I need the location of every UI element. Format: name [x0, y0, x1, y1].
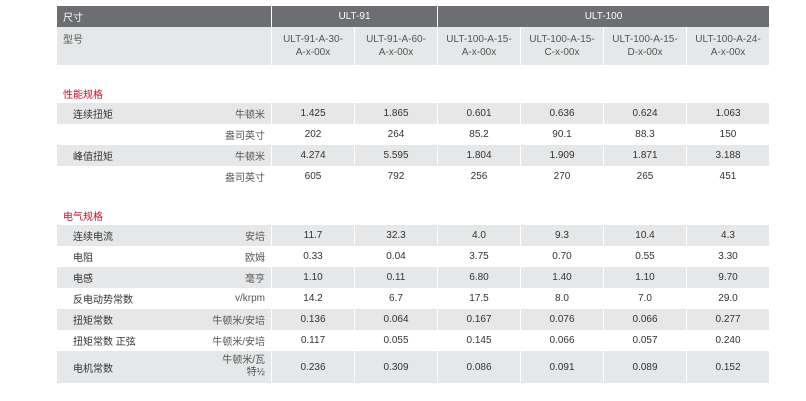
- table-row: 电机常数 牛顿米/瓦 特½ 0.236 0.309 0.086 0.091 0.089 0.…: [57, 351, 769, 383]
- header-group-row: 尺寸 ULT-91 ULT-100: [57, 6, 769, 27]
- table-row: 电感 毫亨 1.10 0.11 6.80 1.40 1.10 9.70: [57, 267, 769, 288]
- table-row: 连续扭矩 牛顿米 1.425 1.865 0.601 0.636 0.624 1.063: [57, 103, 769, 124]
- model-header: ULT-91-A-30- A-x-00x: [271, 27, 354, 65]
- header-model-row: 型号 ULT-91-A-30- A-x-00x ULT-91-A-60- A-x-0…: [57, 27, 769, 65]
- model-header: ULT-100-A-15- A-x-00x: [437, 27, 520, 65]
- size-label: 尺寸: [57, 6, 271, 27]
- table-row: 扭矩常数 牛顿米/安培 0.136 0.064 0.167 0.076 0.066 0.27…: [57, 309, 769, 330]
- table-row: 反电动势常数 v/krpm 14.2 6.7 17.5 8.0 7.0 29.0: [57, 288, 769, 309]
- group-ult-100: ULT-100: [437, 6, 769, 27]
- table-row: 连续电流 安培 11.7 32.3 4.0 9.3 10.4 4.3: [57, 225, 769, 246]
- model-label: 型号: [57, 27, 271, 65]
- section-title-performance: 性能规格: [63, 89, 103, 101]
- section-title-electrical: 电气规格: [63, 211, 103, 223]
- table-row: 盎司英寸 605 792 256 270 265 451: [57, 166, 769, 187]
- spec-table-container: 尺寸 ULT-91 ULT-100 型号 ULT-91-A-30- A-x-00x…: [57, 6, 769, 383]
- model-header: ULT-100-A-24- A-x-00x: [686, 27, 769, 65]
- model-header: ULT-100-A-15- D-x-00x: [603, 27, 686, 65]
- table-row: 电阻 欧姆 0.33 0.04 3.75 0.70 0.55 3.30: [57, 246, 769, 267]
- table-row: 盎司英寸 202 264 85.2 90.1 88.3 150: [57, 124, 769, 145]
- spec-table: 尺寸 ULT-91 ULT-100 型号 ULT-91-A-30- A-x-00x…: [57, 6, 769, 383]
- model-header: ULT-100-A-15- C-x-00x: [520, 27, 603, 65]
- group-ult-91: ULT-91: [271, 6, 437, 27]
- model-header: ULT-91-A-60- A-x-00x: [354, 27, 437, 65]
- table-row: 扭矩常数 正弦 牛顿米/安培 0.117 0.055 0.145 0.066 0.057 0…: [57, 330, 769, 351]
- table-row: 峰值扭矩 牛顿米 4.274 5.595 1.804 1.909 1.871 3.188: [57, 145, 769, 166]
